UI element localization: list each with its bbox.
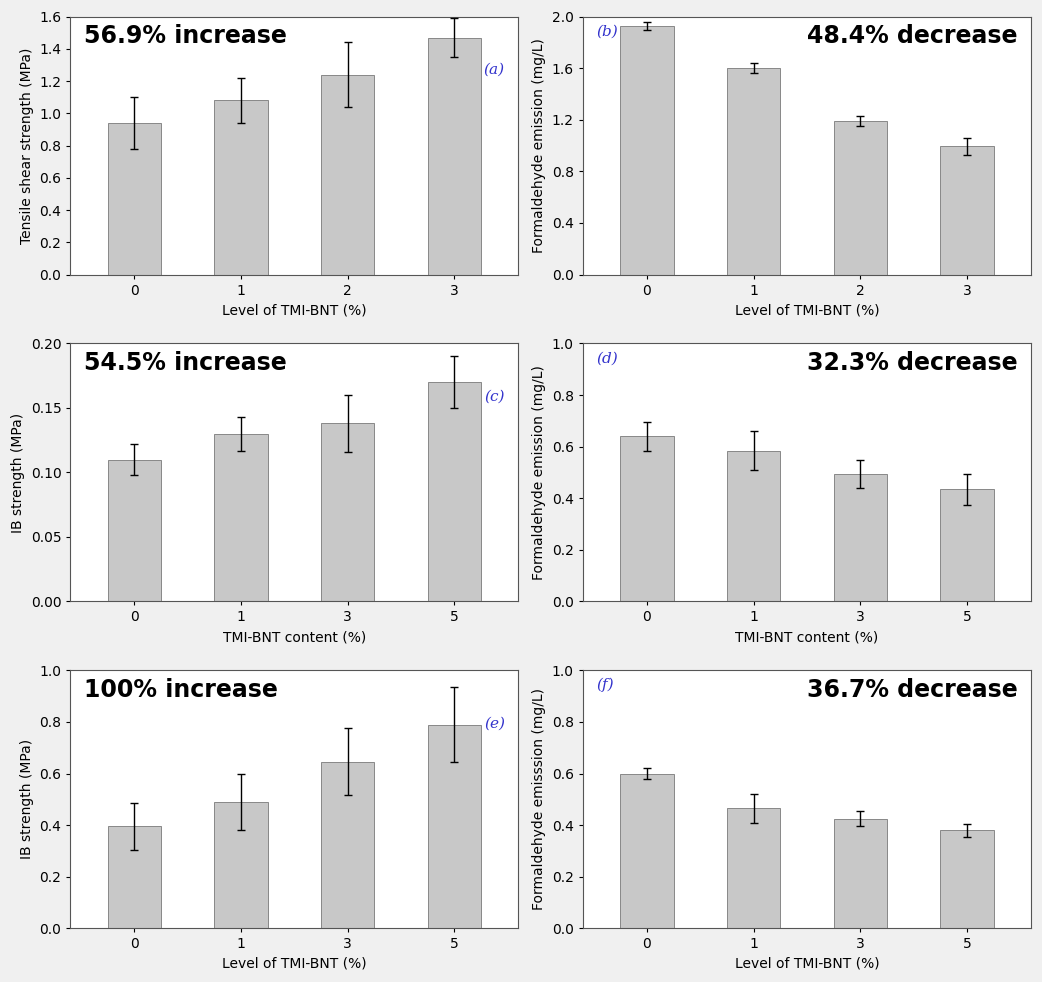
- Bar: [620, 774, 673, 928]
- Text: (a): (a): [483, 63, 505, 77]
- Text: 54.5% increase: 54.5% increase: [84, 352, 287, 375]
- X-axis label: Level of TMI-BNT (%): Level of TMI-BNT (%): [222, 956, 367, 971]
- Bar: [940, 489, 994, 601]
- Y-axis label: IB strength (MPa): IB strength (MPa): [20, 739, 33, 859]
- Text: (c): (c): [485, 390, 505, 404]
- Bar: [834, 819, 887, 928]
- Text: 56.9% increase: 56.9% increase: [84, 25, 287, 48]
- Bar: [427, 37, 481, 275]
- Text: (d): (d): [596, 352, 618, 365]
- Bar: [727, 808, 780, 928]
- Bar: [834, 121, 887, 275]
- X-axis label: Level of TMI-BNT (%): Level of TMI-BNT (%): [222, 303, 367, 317]
- Text: 48.4% decrease: 48.4% decrease: [807, 25, 1017, 48]
- Bar: [427, 382, 481, 601]
- Bar: [940, 831, 994, 928]
- Text: (f): (f): [596, 679, 614, 692]
- Bar: [427, 725, 481, 928]
- Bar: [321, 423, 374, 601]
- X-axis label: TMI-BNT content (%): TMI-BNT content (%): [223, 630, 366, 644]
- Text: (b): (b): [596, 25, 618, 38]
- Bar: [321, 762, 374, 928]
- X-axis label: Level of TMI-BNT (%): Level of TMI-BNT (%): [735, 303, 879, 317]
- Bar: [834, 473, 887, 601]
- X-axis label: TMI-BNT content (%): TMI-BNT content (%): [736, 630, 878, 644]
- Bar: [215, 434, 268, 601]
- Bar: [321, 75, 374, 275]
- Y-axis label: Formaldehyde emission (mg/L): Formaldehyde emission (mg/L): [532, 38, 546, 253]
- Bar: [107, 123, 162, 275]
- Bar: [107, 827, 162, 928]
- Bar: [727, 68, 780, 275]
- Bar: [107, 460, 162, 601]
- Y-axis label: IB strength (MPa): IB strength (MPa): [11, 412, 25, 532]
- Y-axis label: Formaldehyde emisssion (mg/L): Formaldehyde emisssion (mg/L): [532, 688, 546, 910]
- Bar: [620, 26, 673, 275]
- Bar: [215, 802, 268, 928]
- Text: 32.3% decrease: 32.3% decrease: [807, 352, 1017, 375]
- Text: 36.7% decrease: 36.7% decrease: [807, 679, 1017, 702]
- Text: 100% increase: 100% increase: [84, 679, 278, 702]
- Bar: [215, 100, 268, 275]
- Bar: [940, 146, 994, 275]
- Bar: [727, 451, 780, 601]
- Text: (e): (e): [483, 717, 505, 731]
- X-axis label: Level of TMI-BNT (%): Level of TMI-BNT (%): [735, 956, 879, 971]
- Y-axis label: Formaldehyde emission (mg/L): Formaldehyde emission (mg/L): [532, 365, 546, 580]
- Bar: [620, 436, 673, 601]
- Y-axis label: Tensile shear strength (MPa): Tensile shear strength (MPa): [20, 47, 33, 244]
